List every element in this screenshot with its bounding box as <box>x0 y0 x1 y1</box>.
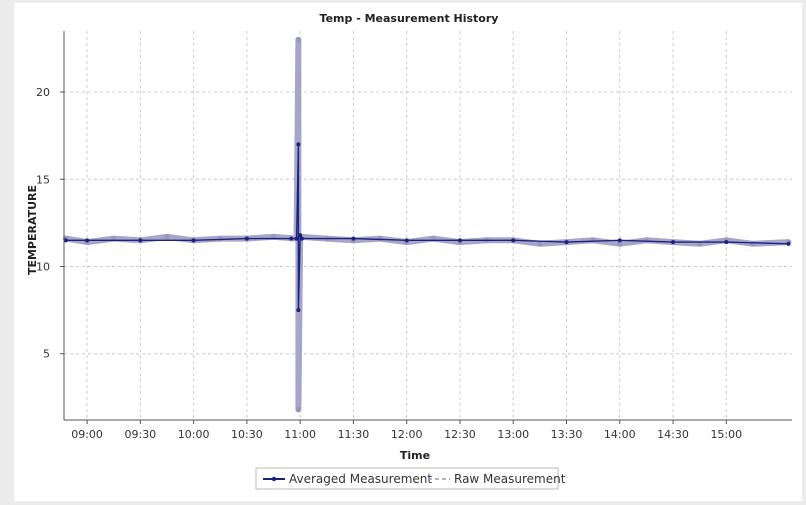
averaged-point <box>294 236 299 241</box>
raw-point <box>295 406 301 413</box>
averaged-point <box>404 238 409 243</box>
legend: Averaged Measurement Raw Measurement <box>255 467 566 490</box>
y-axis-title: TEMPERATURE <box>26 185 39 275</box>
averaged-point <box>298 233 303 238</box>
y-tick-label: 5 <box>43 348 50 361</box>
tick-labels: 09:00 09:30 10:00 10:30 11:00 11:30 12:00 12:30… <box>36 86 742 441</box>
x-axis-title: Time <box>400 449 430 462</box>
x-tick-label: 13:00 <box>497 428 529 441</box>
series-layer <box>62 36 792 413</box>
x-tick-label: 14:30 <box>657 428 689 441</box>
chart-title: Temp - Measurement History <box>320 12 499 25</box>
x-tick-label: 10:30 <box>231 428 263 441</box>
x-tick-label: 12:00 <box>391 428 423 441</box>
axes <box>60 31 792 424</box>
averaged-point <box>138 238 143 243</box>
grid-lines <box>64 31 792 420</box>
raw-point <box>217 235 223 242</box>
averaged-point <box>296 308 301 313</box>
raw-point <box>537 241 543 247</box>
raw-point <box>377 235 383 242</box>
averaged-point <box>671 240 676 245</box>
legend-label-averaged: Averaged Measurement <box>289 472 432 486</box>
x-tick-label: 15:00 <box>710 428 742 441</box>
averaged-point <box>511 238 516 243</box>
averaged-point <box>244 236 249 241</box>
y-tick-label: 20 <box>36 86 50 99</box>
raw-point <box>295 37 301 43</box>
x-tick-label: 11:30 <box>338 428 370 441</box>
y-tick-label: 15 <box>36 173 50 186</box>
x-tick-label: 09:30 <box>124 428 156 441</box>
x-tick-label: 12:30 <box>444 428 476 441</box>
averaged-point <box>564 240 569 245</box>
averaged-point <box>299 236 304 241</box>
averaged-point <box>457 238 462 243</box>
raw-point <box>590 237 596 243</box>
raw-point <box>750 241 756 247</box>
x-tick-label: 09:00 <box>71 428 103 441</box>
averaged-point <box>351 236 356 241</box>
averaged-point <box>63 238 68 243</box>
averaged-point <box>85 238 90 243</box>
averaged-point <box>289 236 294 241</box>
averaged-point <box>191 238 196 243</box>
averaged-point <box>786 241 791 246</box>
raw-point <box>164 234 170 240</box>
y-tick-label: 10 <box>36 260 50 273</box>
plot-area <box>64 31 792 420</box>
legend-label-raw: Raw Measurement <box>454 472 566 486</box>
legend-marker-averaged <box>271 476 277 482</box>
x-tick-label: 10:00 <box>178 428 210 441</box>
averaged-point <box>617 238 622 243</box>
x-tick-label: 13:30 <box>551 428 583 441</box>
averaged-point <box>724 240 729 245</box>
legend-box <box>255 467 559 490</box>
averaged-point <box>296 142 301 147</box>
x-tick-label: 11:00 <box>284 428 316 441</box>
raw-point <box>617 241 623 247</box>
raw-point <box>643 237 650 243</box>
x-tick-label: 14:00 <box>604 428 636 441</box>
